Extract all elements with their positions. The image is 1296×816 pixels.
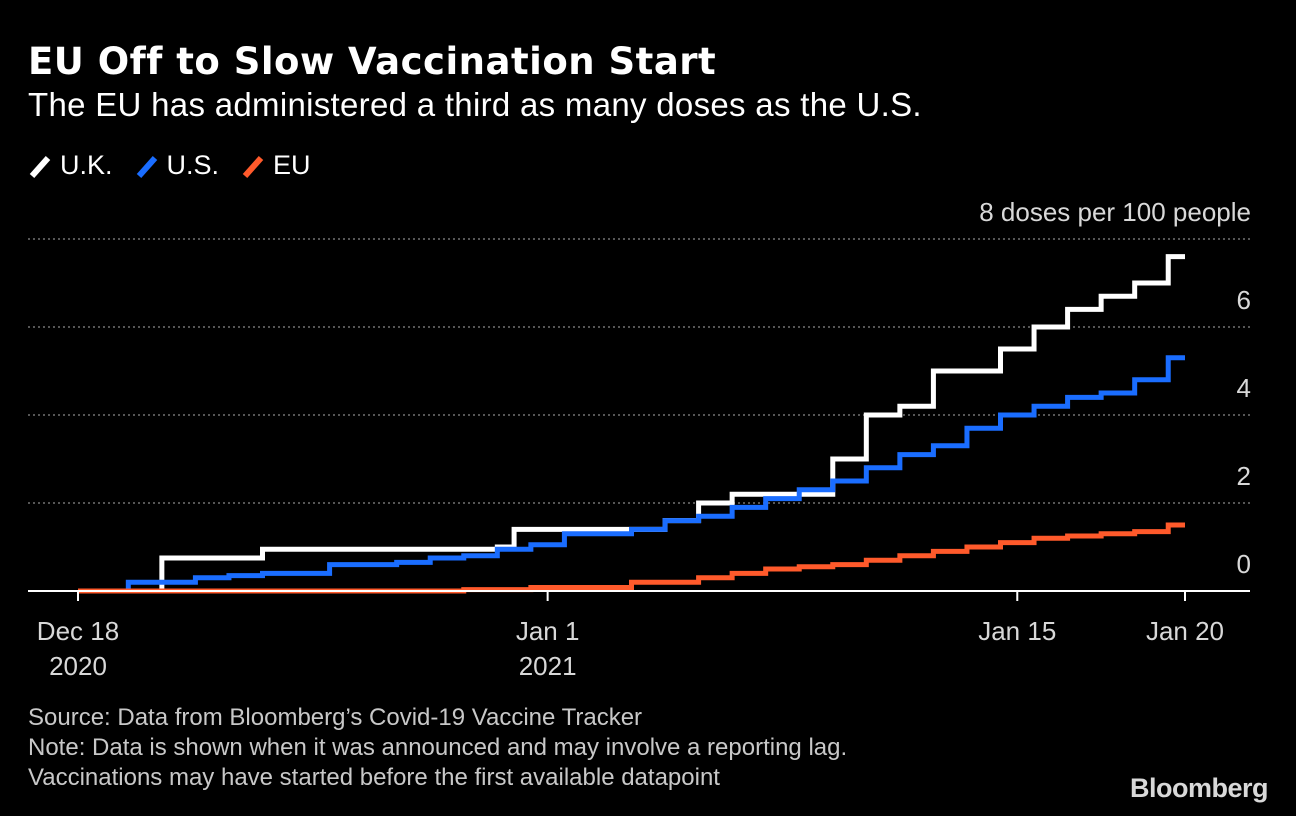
x-tick-sublabel-dec-18: 2020 — [49, 651, 107, 681]
legend-label-us: U.S. — [166, 150, 220, 180]
series-line-us — [78, 355, 1185, 594]
legend-swatch-us-mark — [136, 155, 157, 178]
x-tick-sublabel-jan-1: 2021 — [519, 651, 577, 681]
legend-item-eu: EU — [241, 150, 311, 181]
legend: U.K. U.S. EU — [28, 150, 333, 181]
data-note: Note: Data is shown when it was announce… — [28, 734, 848, 761]
y-tick-label-4: 4 — [1237, 373, 1251, 403]
legend-swatch-uk — [29, 155, 51, 178]
legend-swatch-us — [136, 155, 157, 178]
footer: Source: Data from Bloomberg’s Covid-19 V… — [28, 703, 847, 793]
legend-swatch-eu-mark — [242, 155, 264, 178]
legend-label-eu: EU — [273, 150, 311, 180]
legend-item-us: U.S. — [135, 150, 220, 181]
x-tick-label-jan-20: Jan 20 — [1146, 616, 1224, 646]
chart-subtitle: The EU has administered a third as many … — [28, 86, 922, 123]
y-tick-label-2: 2 — [1237, 461, 1251, 491]
legend-label-uk: U.K. — [60, 150, 113, 180]
y-tick-label-8: 8 doses per 100 people — [979, 197, 1251, 227]
legend-swatch-uk-mark — [29, 155, 51, 178]
legend-swatch-eu — [242, 155, 264, 178]
y-tick-label-0: 0 — [1237, 549, 1251, 579]
x-tick-label-dec-18: Dec 18 — [37, 616, 119, 646]
chart-title: EU Off to Slow Vaccination Start — [28, 40, 717, 83]
y-tick-label-6: 6 — [1237, 285, 1251, 315]
x-tick-label-jan-1: Jan 1 — [516, 616, 580, 646]
series-line-eu — [78, 522, 1185, 594]
source-note: Source: Data from Bloomberg’s Covid-19 V… — [28, 704, 643, 731]
bloomberg-logo: Bloomberg — [1129, 773, 1269, 803]
legend-item-uk: U.K. — [28, 150, 113, 181]
data-note-2: Vaccinations may have started before the… — [28, 764, 720, 791]
x-tick-label-jan-15: Jan 15 — [978, 616, 1056, 646]
